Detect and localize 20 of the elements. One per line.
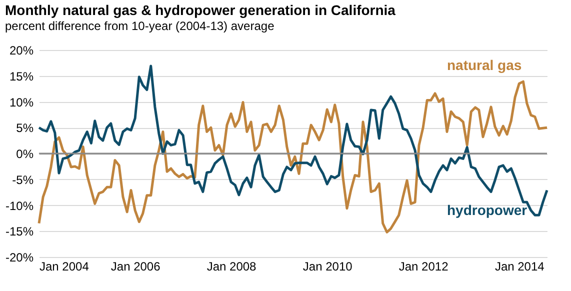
y-tick-label: 15% [9, 69, 34, 84]
y-tick-label: -15% [5, 224, 34, 239]
x-tick-label: Jan 2006 [110, 260, 161, 274]
x-tick-label: Jan 2014 [494, 260, 545, 274]
y-tick-label: 20% [9, 44, 34, 58]
x-tick-label: Jan 2008 [206, 260, 257, 274]
y-tick-label: -10% [5, 198, 34, 213]
chart-subtitle: percent difference from 10-year (2004-13) average [4, 19, 275, 33]
series-label: hydropower [446, 202, 528, 218]
y-tick-label: 10% [9, 95, 34, 110]
x-tick-label: Jan 2010 [302, 260, 353, 274]
y-tick-label: -5% [12, 172, 34, 187]
y-tick-label: 5% [16, 121, 34, 136]
series-label: natural gas [446, 57, 522, 73]
x-tick-label: Jan 2012 [398, 260, 449, 274]
x-tick-label: Jan 2004 [40, 260, 90, 274]
chart-title: Monthly natural gas & hydropower generation in California [4, 2, 396, 18]
y-tick-label: 0% [16, 147, 34, 161]
line-series [38, 80, 548, 234]
y-tick-label: -20% [5, 250, 34, 264]
